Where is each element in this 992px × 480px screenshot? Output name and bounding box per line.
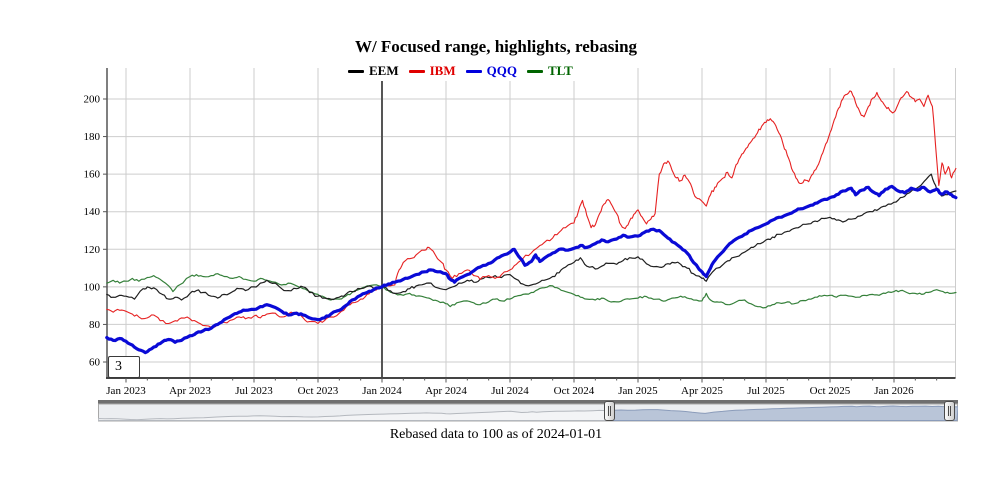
legend-label: IBM bbox=[429, 63, 456, 78]
legend-dash-icon bbox=[348, 69, 364, 73]
legend-label: QQQ bbox=[486, 63, 517, 78]
navigator-series-selected bbox=[610, 405, 958, 421]
x-tick-label: Jan 2024 bbox=[362, 385, 402, 397]
x-tick-label: Apr 2024 bbox=[425, 385, 467, 397]
navigator[interactable] bbox=[98, 400, 958, 422]
legend-item-IBM[interactable]: IBM bbox=[408, 63, 456, 79]
x-tick-label: Jul 2025 bbox=[747, 385, 785, 397]
x-tick-label: Jul 2024 bbox=[491, 385, 529, 397]
x-tick-label: Jul 2023 bbox=[235, 385, 273, 397]
chart-title: W/ Focused range, highlights, rebasing bbox=[354, 37, 638, 56]
x-tick-label: Apr 2023 bbox=[169, 385, 211, 397]
x-tick-label: Oct 2025 bbox=[810, 385, 851, 397]
x-tick-label: Jan 2025 bbox=[618, 385, 658, 397]
legend-item-EEM[interactable]: EEM bbox=[348, 63, 399, 79]
y-tick-label: 200 bbox=[84, 93, 101, 105]
rebase-caption: Rebased data to 100 as of 2024-01-01 bbox=[389, 427, 603, 442]
y-tick-label: 100 bbox=[84, 281, 101, 293]
legend-item-QQQ[interactable]: QQQ bbox=[465, 63, 517, 79]
y-tick-label: 160 bbox=[84, 169, 101, 181]
handle-grip bbox=[608, 406, 609, 416]
series-line-EEM bbox=[106, 173, 957, 301]
x-tick-label: Jan 2023 bbox=[106, 385, 146, 397]
navigator-handle-right[interactable] bbox=[944, 401, 955, 421]
navigator-series-unselected bbox=[98, 409, 610, 421]
handle-grip bbox=[950, 406, 951, 416]
y-tick-label: 140 bbox=[84, 206, 101, 218]
legend-label: EEM bbox=[369, 63, 399, 78]
y-tick-label: 80 bbox=[89, 319, 101, 331]
handle-grip bbox=[610, 406, 611, 416]
x-tick-label: Oct 2024 bbox=[554, 385, 595, 397]
navigator-handle-left[interactable] bbox=[604, 401, 615, 421]
series-line-TLT bbox=[106, 273, 957, 309]
legend-item-TLT[interactable]: TLT bbox=[526, 63, 573, 79]
legend-label: TLT bbox=[547, 63, 573, 78]
axes bbox=[103, 68, 956, 383]
y-tick-label: 60 bbox=[89, 357, 101, 369]
series-line-QQQ bbox=[105, 184, 958, 355]
annotation-label: 3 bbox=[115, 359, 122, 374]
x-tick-label: Jan 2026 bbox=[874, 385, 914, 397]
handle-grip bbox=[948, 406, 949, 416]
x-tick-label: Oct 2023 bbox=[298, 385, 339, 397]
grid bbox=[107, 68, 956, 378]
x-tick-label: Apr 2025 bbox=[681, 385, 723, 397]
y-tick-label: 120 bbox=[84, 244, 101, 256]
legend-dash-icon bbox=[465, 69, 482, 73]
legend: EEM IBM QQQ TLT bbox=[340, 61, 581, 81]
y-tick-label: 180 bbox=[84, 131, 101, 143]
legend-dash-icon bbox=[408, 69, 425, 73]
annotation-3: 3 bbox=[108, 356, 140, 378]
legend-dash-icon bbox=[526, 69, 543, 73]
